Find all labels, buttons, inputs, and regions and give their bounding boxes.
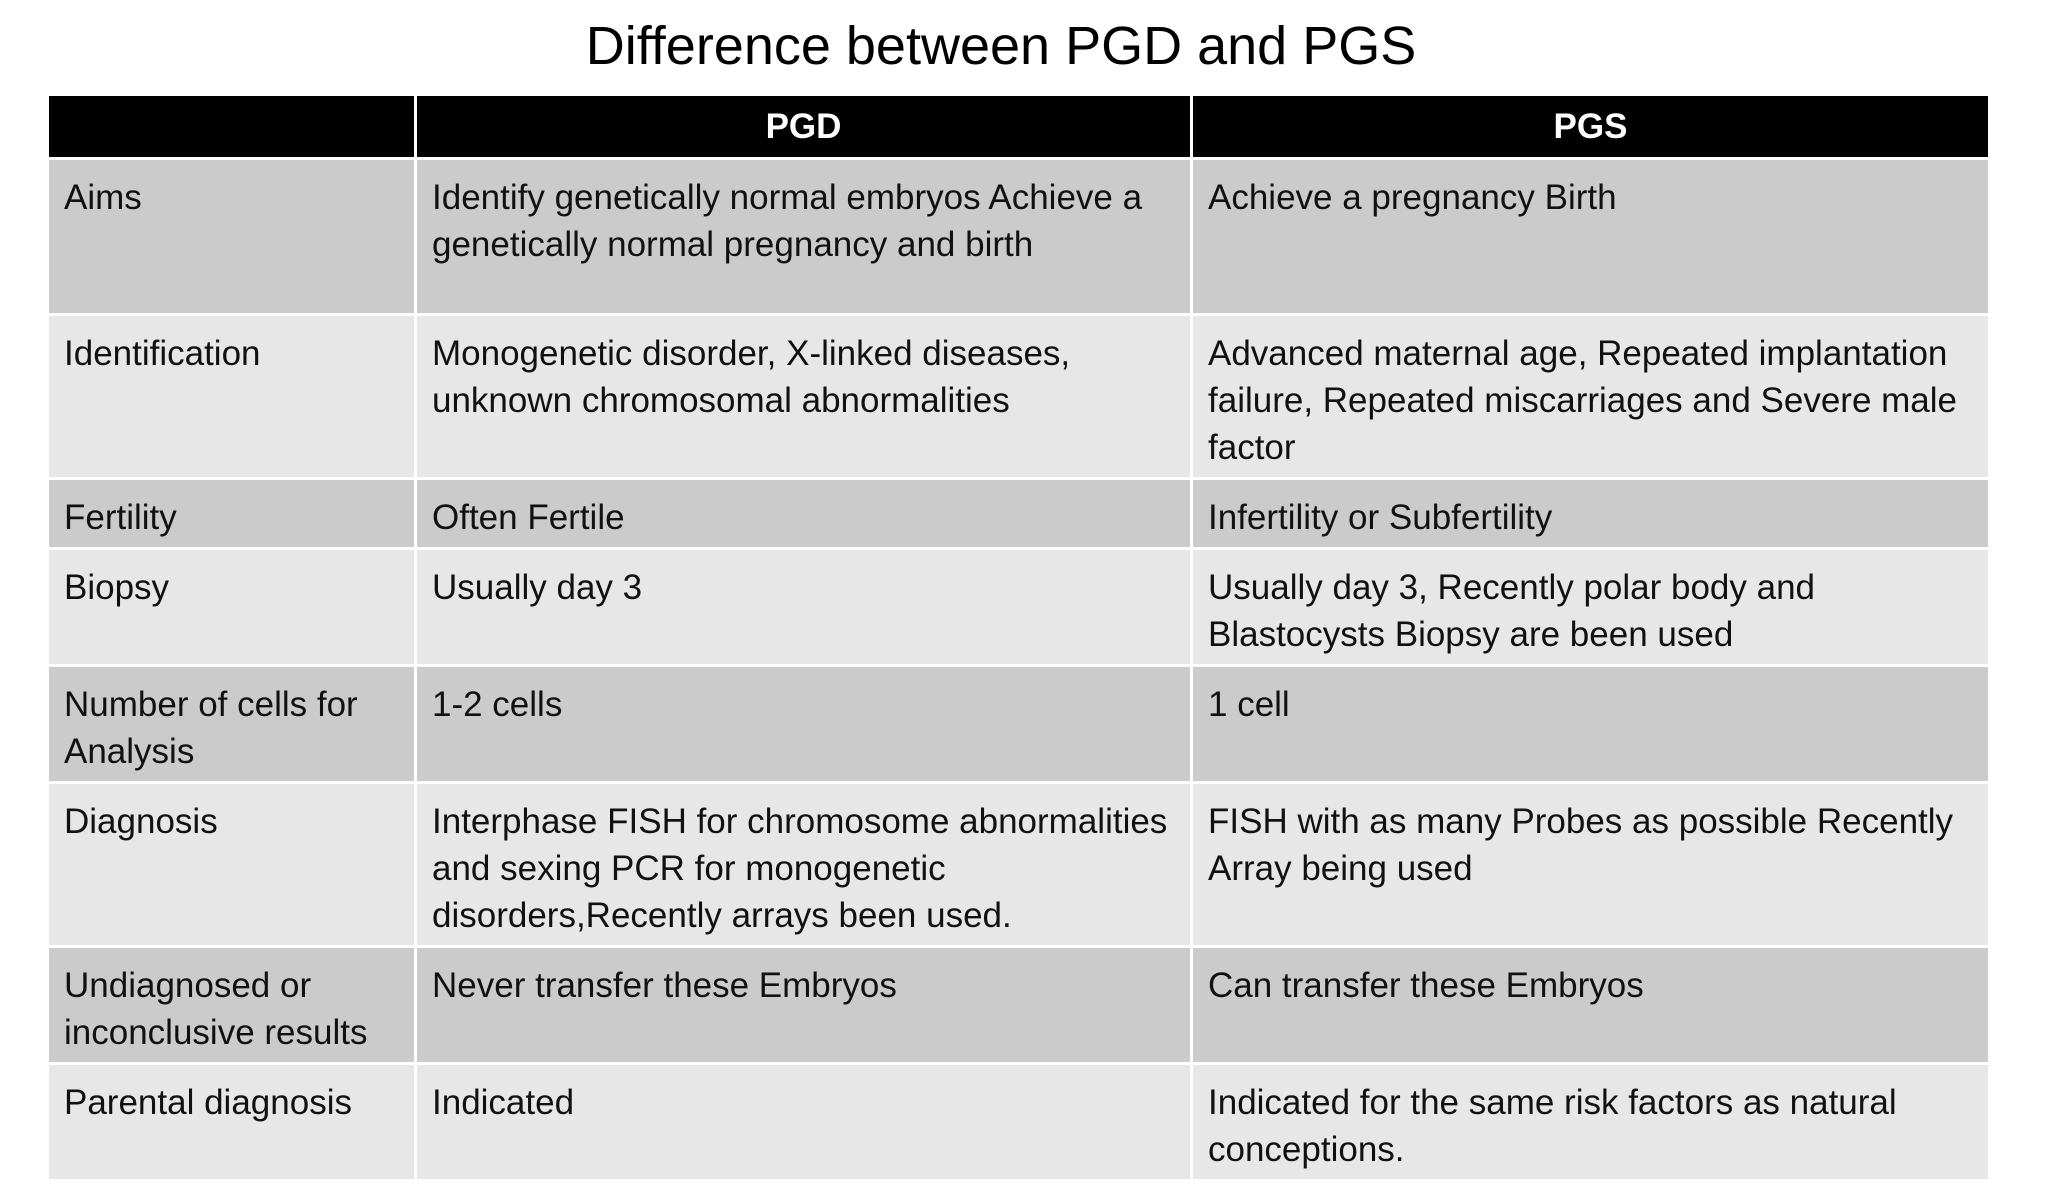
row-label: Undiagnosed or inconclusive results (46, 945, 417, 1065)
table-row-biopsy: Biopsy Usually day 3 Usually day 3, Rece… (46, 547, 1991, 667)
row-label: Aims (46, 157, 417, 316)
table-row-number-of-cells: Number of cells for Analysis 1-2 cells 1… (46, 664, 1991, 784)
pgs-cell: Achieve a pregnancy Birth (1190, 157, 1991, 316)
pgd-cell: 1-2 cells (414, 664, 1193, 784)
column-header-label (46, 93, 417, 160)
table-row-identification: Identification Monogenetic disorder, X-l… (46, 313, 1991, 480)
page-title: Difference between PGD and PGS (585, 16, 1417, 76)
pgs-cell: Can transfer these Embryos (1190, 945, 1991, 1065)
pgs-cell: Indicated for the same risk factors as n… (1190, 1062, 1991, 1182)
table-row-diagnosis: Diagnosis Interphase FISH for chromosome… (46, 781, 1991, 948)
pgd-cell: Never transfer these Embryos (414, 945, 1193, 1065)
pgs-cell: Usually day 3, Recently polar body and B… (1190, 547, 1991, 667)
pgd-cell: Indicated (414, 1062, 1193, 1182)
pgs-cell: FISH with as many Probes as possible Rec… (1190, 781, 1991, 948)
pgd-cell: Identify genetically normal embryos Achi… (414, 157, 1193, 316)
row-label: Biopsy (46, 547, 417, 667)
pgd-cell: Interphase FISH for chromosome abnormali… (414, 781, 1193, 948)
pgs-cell: 1 cell (1190, 664, 1991, 784)
comparison-table: PGD PGS Aims Identify genetically normal… (46, 93, 1991, 1182)
table-header-row: PGD PGS (46, 93, 1991, 160)
pgd-cell: Monogenetic disorder, X-linked diseases,… (414, 313, 1193, 480)
table-row-parental-diagnosis: Parental diagnosis Indicated Indicated f… (46, 1062, 1991, 1182)
row-label: Number of cells for Analysis (46, 664, 417, 784)
row-label: Identification (46, 313, 417, 480)
column-header-pgs: PGS (1190, 93, 1991, 160)
row-label: Diagnosis (46, 781, 417, 948)
table-row-undiagnosed: Undiagnosed or inconclusive results Neve… (46, 945, 1991, 1065)
row-label: Parental diagnosis (46, 1062, 417, 1182)
pgs-cell: Infertility or Subfertility (1190, 477, 1991, 550)
table-row-aims: Aims Identify genetically normal embryos… (46, 157, 1991, 316)
row-label: Fertility (46, 477, 417, 550)
pgs-cell: Advanced maternal age, Repeated implanta… (1190, 313, 1991, 480)
pgd-cell: Usually day 3 (414, 547, 1193, 667)
pgd-cell: Often Fertile (414, 477, 1193, 550)
column-header-pgd: PGD (414, 93, 1193, 160)
table-row-fertility: Fertility Often Fertile Infertility or S… (46, 477, 1991, 550)
